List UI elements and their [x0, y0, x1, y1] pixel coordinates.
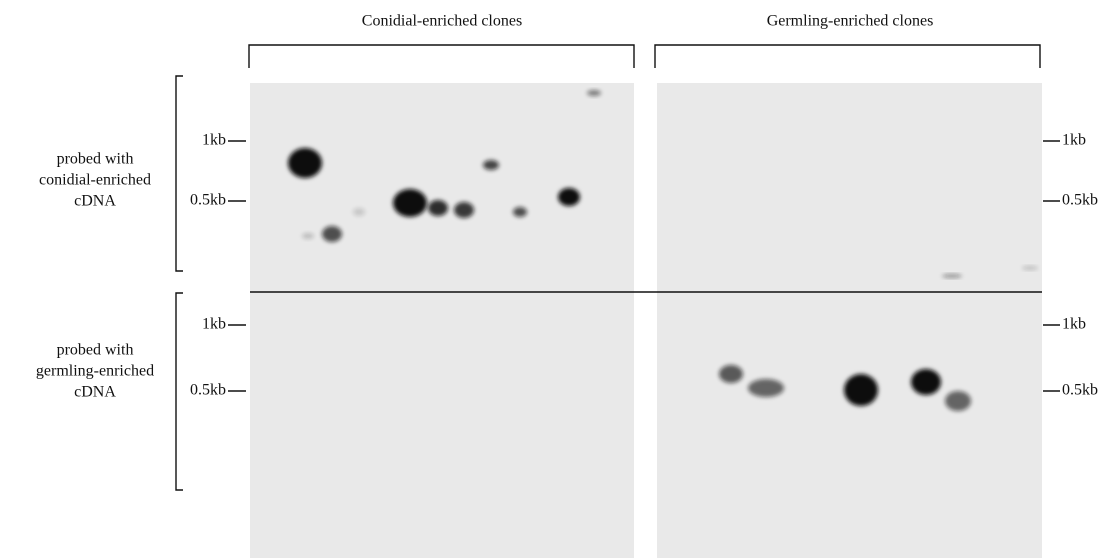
marker-label: 1kb: [202, 132, 226, 149]
row-label: probed with: [57, 151, 134, 168]
row-label: probed with: [57, 342, 134, 359]
column-header: Germling-enriched clones: [767, 13, 934, 30]
marker-label: 0.5kb: [1062, 192, 1098, 209]
column-bracket: [249, 45, 634, 68]
row-bracket: [176, 76, 183, 271]
marker-label: 1kb: [1062, 132, 1086, 149]
marker-label: 0.5kb: [1062, 382, 1098, 399]
row-label: cDNA: [74, 193, 116, 210]
row-bracket: [176, 293, 183, 490]
marker-label: 1kb: [202, 316, 226, 333]
marker-label: 1kb: [1062, 316, 1086, 333]
marker-label: 0.5kb: [190, 192, 226, 209]
row-label: conidial-enriched: [39, 172, 151, 189]
marker-label: 0.5kb: [190, 382, 226, 399]
size-markers-right: 1kb 0.5kb 1kb 0.5kb: [1043, 132, 1098, 399]
row-label: germling-enriched: [36, 363, 154, 380]
column-bracket: [655, 45, 1040, 68]
size-markers-left: 1kb 0.5kb 1kb 0.5kb: [190, 132, 246, 399]
blot-panel: [657, 83, 1042, 558]
row-label: cDNA: [74, 384, 116, 401]
blot-figure: Conidial-enriched clones Germling-enrich…: [0, 0, 1117, 558]
column-header: Conidial-enriched clones: [362, 13, 522, 30]
